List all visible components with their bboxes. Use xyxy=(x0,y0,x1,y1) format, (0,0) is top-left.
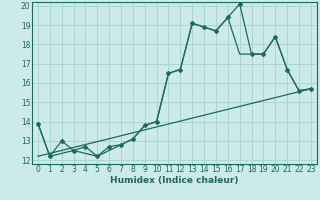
X-axis label: Humidex (Indice chaleur): Humidex (Indice chaleur) xyxy=(110,176,239,185)
